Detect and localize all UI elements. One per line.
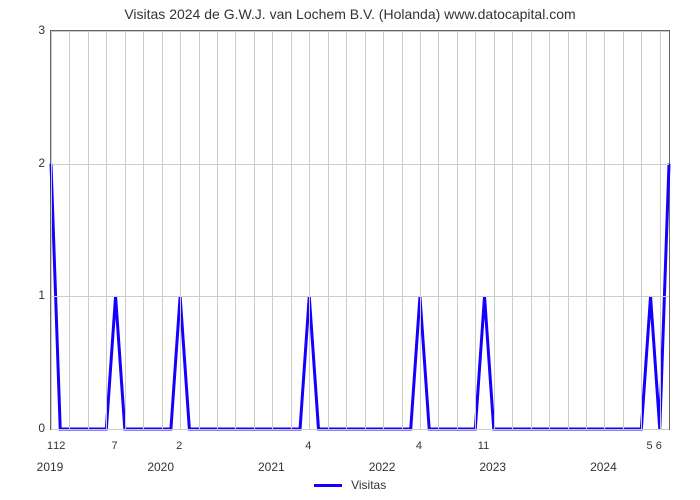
gridline-v (199, 31, 200, 429)
ytick-label: 1 (38, 288, 45, 302)
legend: Visitas (0, 478, 700, 492)
ytick-label: 0 (38, 421, 45, 435)
gridline-v (254, 31, 255, 429)
gridline-v (272, 31, 273, 429)
gridline-v (549, 31, 550, 429)
gridline-v (475, 31, 476, 429)
xtick-year: 2020 (147, 460, 174, 474)
gridline-v (420, 31, 421, 429)
point-label: 5 (646, 440, 652, 452)
ytick-label: 2 (38, 156, 45, 170)
gridline-v (51, 31, 52, 429)
gridline-h (51, 429, 669, 430)
point-label: 7 (112, 440, 118, 452)
gridline-v (623, 31, 624, 429)
gridline-v (641, 31, 642, 429)
point-label: 12 (53, 440, 65, 452)
gridline-v (88, 31, 89, 429)
gridline-v (402, 31, 403, 429)
gridline-v (660, 31, 661, 429)
xtick-year: 2023 (479, 460, 506, 474)
gridline-v (309, 31, 310, 429)
point-label: 4 (305, 440, 311, 452)
gridline-v (180, 31, 181, 429)
chart-title: Visitas 2024 de G.W.J. van Lochem B.V. (… (0, 6, 700, 22)
gridline-v (143, 31, 144, 429)
gridline-v (235, 31, 236, 429)
point-label: 4 (416, 440, 422, 452)
gridline-v (106, 31, 107, 429)
plot-area (50, 30, 670, 430)
xtick-year: 2022 (369, 460, 396, 474)
legend-label: Visitas (351, 478, 386, 492)
gridline-v (217, 31, 218, 429)
gridline-v (291, 31, 292, 429)
gridline-v (531, 31, 532, 429)
point-label: 2 (176, 440, 182, 452)
ytick-label: 3 (38, 23, 45, 37)
gridline-v (438, 31, 439, 429)
gridline-v (568, 31, 569, 429)
legend-swatch (314, 484, 342, 487)
xtick-year: 2021 (258, 460, 285, 474)
xtick-year: 2019 (37, 460, 64, 474)
gridline-v (69, 31, 70, 429)
gridline-v (604, 31, 605, 429)
gridline-v (586, 31, 587, 429)
gridline-v (162, 31, 163, 429)
gridline-v (383, 31, 384, 429)
gridline-v (512, 31, 513, 429)
gridline-v (125, 31, 126, 429)
gridline-v (346, 31, 347, 429)
gridline-v (365, 31, 366, 429)
point-label: 6 (656, 440, 662, 452)
xtick-year: 2024 (590, 460, 617, 474)
point-label: 11 (478, 440, 489, 452)
gridline-v (494, 31, 495, 429)
gridline-v (328, 31, 329, 429)
gridline-v (457, 31, 458, 429)
